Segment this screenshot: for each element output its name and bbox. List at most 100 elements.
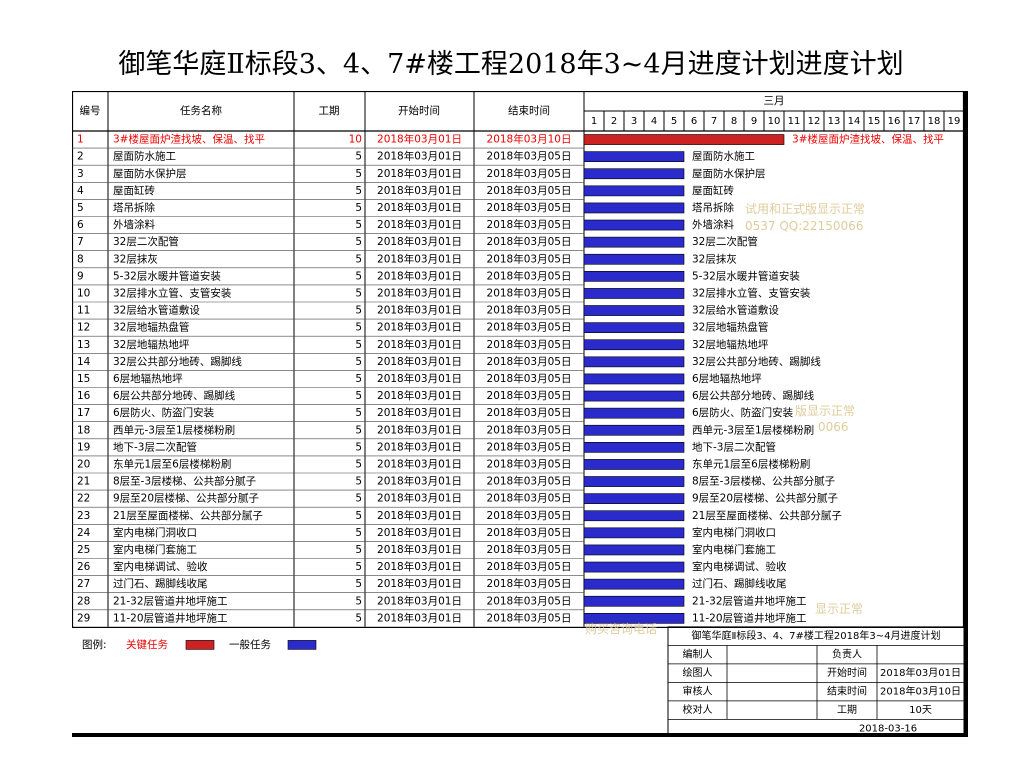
normal-task-bar bbox=[583, 356, 685, 368]
task-no: 2 bbox=[77, 151, 84, 163]
task-end: 2018年03月05日 bbox=[487, 560, 572, 573]
task-end: 2018年03月05日 bbox=[487, 338, 572, 351]
task-name: 室内电梯门套施工 bbox=[113, 543, 197, 556]
task-end: 2018年03月05日 bbox=[487, 457, 572, 470]
task-duration: 5 bbox=[355, 185, 362, 197]
task-no: 28 bbox=[77, 595, 90, 607]
task-end: 2018年03月05日 bbox=[487, 372, 572, 385]
task-no: 16 bbox=[77, 390, 91, 402]
task-duration: 5 bbox=[355, 595, 362, 607]
task-start: 2018年03月01日 bbox=[377, 440, 462, 453]
task-bar-label: 6层公共部分地砖、踢脚线 bbox=[692, 389, 815, 402]
task-start: 2018年03月01日 bbox=[377, 218, 462, 231]
normal-task-bar bbox=[583, 476, 685, 487]
task-name: 屋面防水保护层 bbox=[113, 167, 187, 180]
task-start: 2018年03月01日 bbox=[377, 150, 462, 163]
task-duration: 5 bbox=[355, 356, 362, 368]
task-start: 2018年03月01日 bbox=[377, 184, 462, 197]
task-bar-label: 6层防火、防盗门安装 bbox=[692, 406, 794, 419]
task-duration: 5 bbox=[355, 287, 362, 299]
task-name: 室内电梯调试、验收 bbox=[113, 560, 208, 573]
task-no: 29 bbox=[77, 612, 90, 624]
normal-task-bar bbox=[583, 339, 685, 351]
task-duration: 5 bbox=[355, 151, 362, 163]
info-title: 御笔华庭Ⅱ标段3、4、7#楼工程2018年3~4月进度计划 bbox=[692, 629, 941, 642]
task-duration: 5 bbox=[355, 305, 362, 317]
task-duration: 5 bbox=[355, 527, 362, 539]
task-no: 8 bbox=[77, 253, 84, 265]
normal-task-bar bbox=[583, 253, 685, 265]
task-name: 屋面防水施工 bbox=[113, 150, 176, 163]
task-end: 2018年03月05日 bbox=[487, 492, 572, 505]
day-tick-label: 18 bbox=[928, 116, 941, 127]
task-start: 2018年03月01日 bbox=[377, 304, 462, 317]
task-bar-label: 32层抹灰 bbox=[692, 252, 737, 265]
task-name: 8层至-3层楼梯、公共部分腻子 bbox=[113, 475, 256, 488]
task-start: 2018年03月01日 bbox=[377, 594, 462, 607]
task-bar-label: 32层二次配管 bbox=[692, 235, 758, 248]
task-end: 2018年03月05日 bbox=[487, 611, 572, 624]
info-date: 2018-03-16 bbox=[859, 724, 917, 735]
task-name: 21层至屋面楼梯、公共部分腻子 bbox=[113, 509, 263, 522]
task-start: 2018年03月01日 bbox=[377, 611, 462, 624]
day-tick-label: 12 bbox=[808, 116, 821, 127]
normal-task-bar bbox=[583, 219, 685, 231]
day-tick-label: 3 bbox=[631, 116, 637, 127]
day-tick-label: 15 bbox=[868, 116, 881, 127]
task-bar-label: 6层地辐热地坪 bbox=[692, 372, 762, 385]
task-name: 32层地辐热盘管 bbox=[113, 321, 189, 334]
normal-task-bar bbox=[583, 168, 685, 180]
task-no: 5 bbox=[77, 202, 84, 214]
task-start: 2018年03月01日 bbox=[377, 509, 462, 522]
normal-task-bar bbox=[583, 424, 685, 436]
task-no: 20 bbox=[77, 458, 90, 470]
task-end: 2018年03月05日 bbox=[487, 150, 572, 163]
task-end: 2018年03月10日 bbox=[487, 133, 572, 146]
task-bar-label: 外墙涂料 bbox=[692, 218, 734, 231]
normal-task-bar bbox=[583, 527, 685, 539]
day-tick-label: 16 bbox=[888, 116, 901, 127]
task-name: 地下-3层二次配管 bbox=[113, 440, 197, 453]
task-start: 2018年03月01日 bbox=[377, 560, 462, 573]
task-name: 32层地辐热地坪 bbox=[113, 338, 190, 351]
task-start: 2018年03月01日 bbox=[377, 492, 462, 505]
task-duration: 5 bbox=[355, 322, 362, 334]
task-end: 2018年03月05日 bbox=[487, 269, 572, 282]
task-bar-label: 室内电梯门洞收口 bbox=[692, 526, 776, 539]
normal-task-bar bbox=[583, 185, 685, 197]
task-name: 6层防火、防盗门安装 bbox=[113, 406, 215, 419]
task-name: 6层公共部分地砖、踢脚线 bbox=[113, 389, 236, 402]
header-no: 编号 bbox=[80, 104, 101, 117]
info-cell: 开始时间 bbox=[827, 666, 867, 679]
task-no: 14 bbox=[77, 356, 91, 368]
task-no: 22 bbox=[77, 493, 90, 505]
task-end: 2018年03月05日 bbox=[487, 355, 572, 368]
task-bar-label: 屋面防水施工 bbox=[692, 150, 755, 163]
task-end: 2018年03月05日 bbox=[487, 218, 572, 231]
day-tick-label: 5 bbox=[671, 116, 677, 127]
task-no: 12 bbox=[77, 322, 90, 334]
normal-task-bar bbox=[583, 151, 685, 162]
normal-task-bar bbox=[583, 390, 685, 402]
header-name: 任务名称 bbox=[180, 104, 222, 117]
task-bar-label: 室内电梯调试、验收 bbox=[692, 560, 787, 573]
day-tick-label: 17 bbox=[908, 116, 921, 127]
task-name: 32层给水管道敷设 bbox=[113, 304, 200, 317]
task-start: 2018年03月01日 bbox=[377, 235, 462, 248]
task-no: 18 bbox=[77, 424, 90, 436]
normal-task-bar bbox=[583, 407, 685, 419]
task-no: 15 bbox=[77, 373, 90, 385]
task-no: 21 bbox=[77, 476, 90, 488]
day-tick-label: 10 bbox=[768, 116, 781, 127]
day-tick-label: 19 bbox=[948, 116, 961, 127]
legend-critical-swatch bbox=[185, 640, 215, 650]
day-tick-label: 1 bbox=[591, 116, 597, 127]
legend-label: 图例: bbox=[82, 638, 107, 651]
task-start: 2018年03月01日 bbox=[377, 423, 462, 436]
task-name: 西单元-3层至1层楼梯粉刷 bbox=[113, 423, 235, 436]
task-no: 23 bbox=[77, 510, 90, 522]
task-start: 2018年03月01日 bbox=[377, 133, 462, 146]
day-tick-label: 2 bbox=[611, 116, 617, 127]
normal-task-bar bbox=[583, 578, 685, 590]
task-no: 24 bbox=[77, 527, 91, 539]
